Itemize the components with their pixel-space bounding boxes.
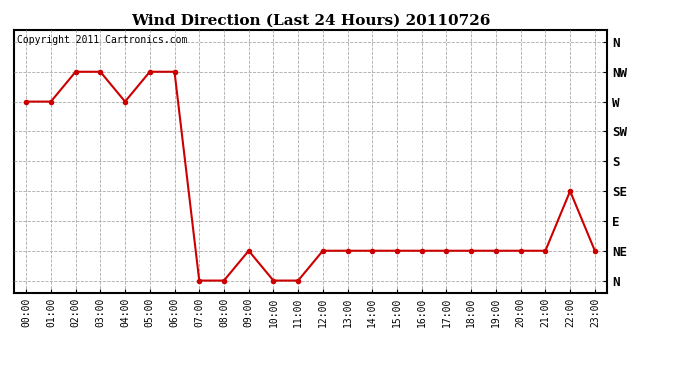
Text: Copyright 2011 Cartronics.com: Copyright 2011 Cartronics.com — [17, 35, 187, 45]
Title: Wind Direction (Last 24 Hours) 20110726: Wind Direction (Last 24 Hours) 20110726 — [131, 13, 490, 27]
